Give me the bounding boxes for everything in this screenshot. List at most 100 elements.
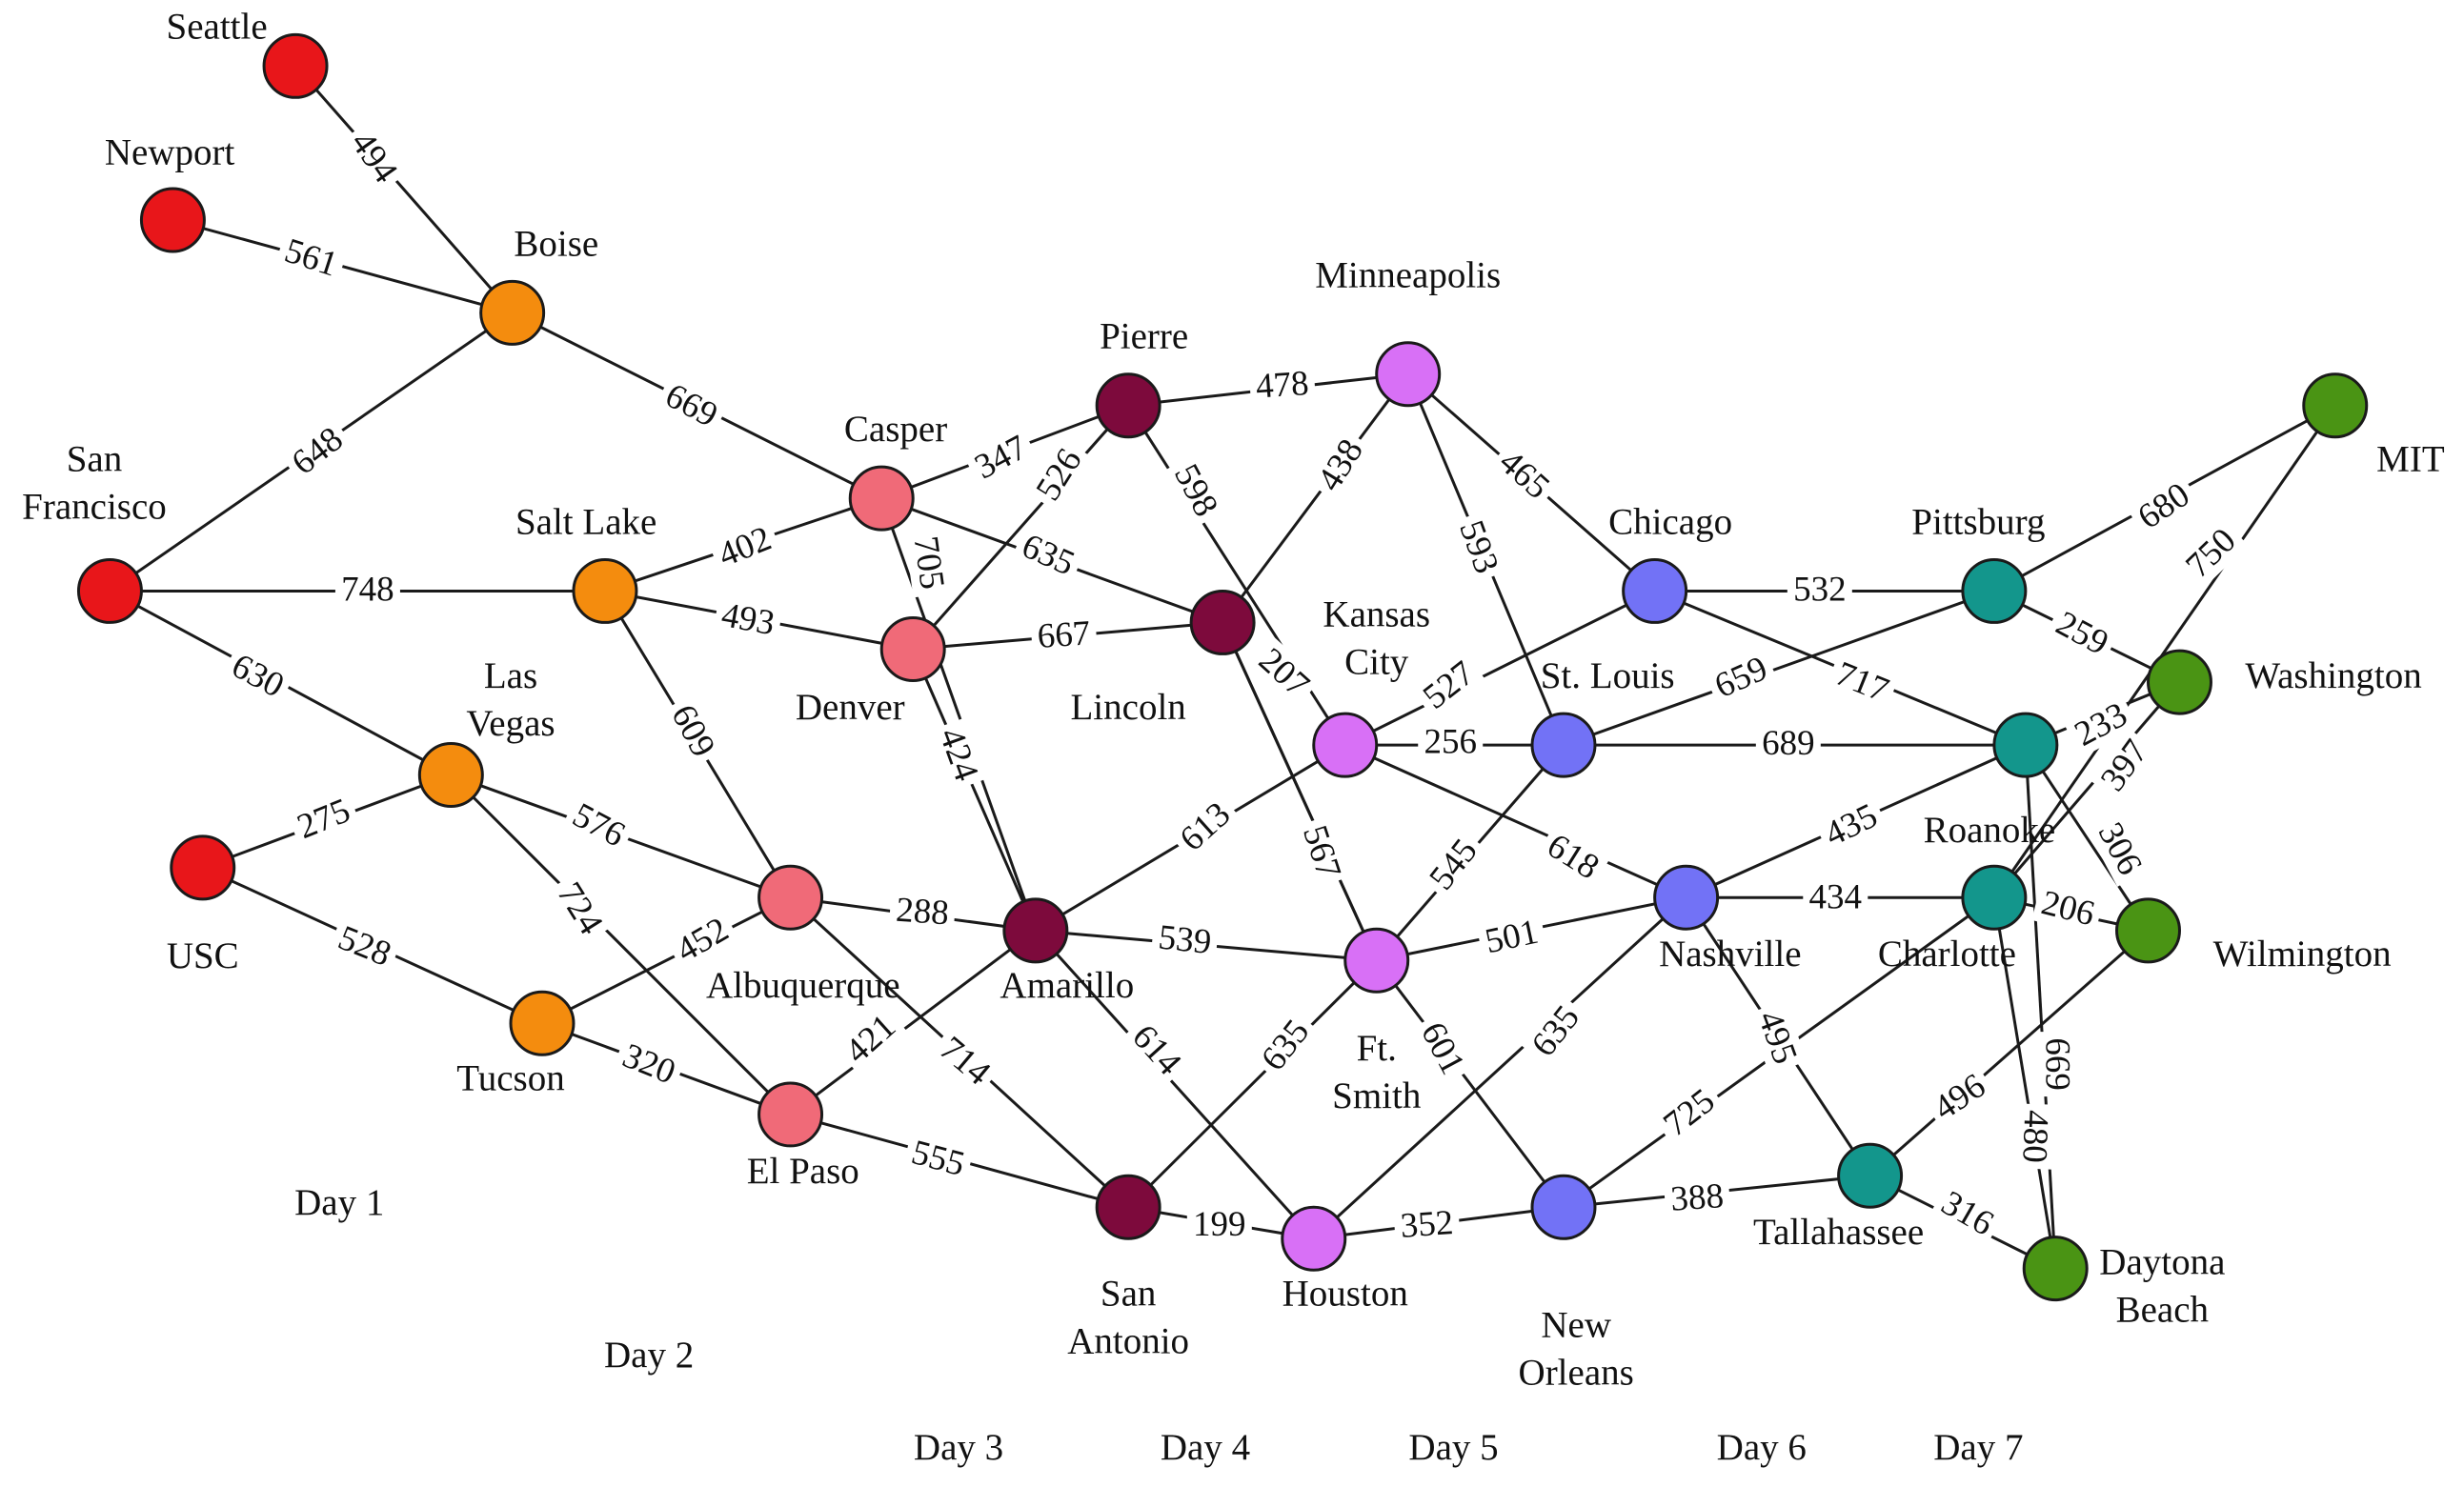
road-seattle-boise xyxy=(293,65,514,314)
city-label-stlouis: St. Louis xyxy=(1541,655,1675,696)
road-kansascity-nashville xyxy=(1344,743,1687,899)
road-label-background xyxy=(1030,613,1098,657)
city-labels-layer: Seattle Newport San Francisco USC Boise Salt L… xyxy=(22,7,2445,1394)
city-node-mit xyxy=(2302,372,2369,439)
road-distance-label: 352 xyxy=(1399,1203,1454,1246)
road-label-background xyxy=(659,693,726,770)
road-label-background xyxy=(545,870,615,947)
road-casper-amarillo xyxy=(879,497,1038,932)
day-label-1: Day 1 xyxy=(294,1182,384,1223)
city-node-seattle xyxy=(262,32,329,99)
road-denver-pierre xyxy=(912,404,1130,651)
road-label-background xyxy=(1824,651,1900,713)
road-label-background xyxy=(2031,881,2105,936)
city-node-tucson xyxy=(509,990,576,1056)
road-label-background xyxy=(1393,1202,1461,1247)
city-label-neworleans: New xyxy=(1541,1305,1611,1346)
road-charlotte-mit xyxy=(1992,404,2336,899)
road-stlouis-pittsburg xyxy=(1563,590,1995,747)
city-label-boise: Boise xyxy=(514,223,598,264)
road-label-background xyxy=(1755,723,1821,764)
city-label-albuquerque: Albuquerque xyxy=(706,965,900,1006)
city-label-charlotte: Charlotte xyxy=(1878,934,2016,975)
city-node-elpaso xyxy=(757,1081,824,1148)
city-label-neworleans: Orleans xyxy=(1519,1353,1634,1394)
city-label-lasvegas: Las xyxy=(484,655,537,696)
road-distance-label: 555 xyxy=(907,1133,968,1184)
city-label-sanantonio: Antonio xyxy=(1067,1321,1189,1362)
day-label-7: Day 7 xyxy=(1933,1427,2023,1468)
day-label-2: Day 2 xyxy=(604,1335,694,1376)
road-label-background xyxy=(1167,790,1243,864)
road-label-background xyxy=(901,1131,975,1187)
city-node-saltlake xyxy=(572,557,638,624)
city-label-kansascity: Kansas xyxy=(1323,594,1430,635)
road-label-background xyxy=(1150,916,1220,964)
road-label-background xyxy=(1520,993,1592,1070)
road-kansascity-chicago xyxy=(1344,590,1656,747)
road-label-background xyxy=(1248,362,1317,408)
city-node-albuquerque xyxy=(757,864,824,931)
city-node-usc xyxy=(170,834,236,901)
city-node-neworleans xyxy=(1530,1174,1597,1240)
road-label-background xyxy=(653,372,730,439)
road-label-background xyxy=(1409,1010,1476,1087)
road-label-background xyxy=(1410,649,1487,721)
road-tallahassee-wilmington xyxy=(1868,929,2150,1177)
city-label-mit: MIT xyxy=(2376,438,2445,479)
city-label-sanfrancisco: Francisco xyxy=(22,486,167,527)
road-charlotte-daytonabeach xyxy=(1992,896,2057,1269)
cities-layer xyxy=(76,32,2369,1302)
road-label-background xyxy=(286,788,362,850)
road-label-background xyxy=(1186,1204,1252,1245)
road-label-background xyxy=(2063,692,2139,758)
road-label-background xyxy=(1246,635,1322,710)
road-label-background xyxy=(2126,471,2202,541)
road-lincoln-ftsmith xyxy=(1221,621,1379,961)
road-charlotte-washington xyxy=(1992,681,2181,899)
city-node-pittsburg xyxy=(1961,557,2028,624)
road-distance-label: 478 xyxy=(1255,364,1310,407)
road-elpaso-amarillo xyxy=(789,929,1037,1116)
city-node-lincoln xyxy=(1189,589,1256,655)
city-label-usc: USC xyxy=(167,935,239,976)
city-label-tallahassee: Tallahassee xyxy=(1753,1212,1924,1253)
road-label-background xyxy=(2036,1032,2077,1097)
city-node-minneapolis xyxy=(1375,341,1442,408)
road-newport-boise xyxy=(172,218,514,314)
city-node-sanantonio xyxy=(1095,1174,1161,1240)
road-label-background xyxy=(1651,1076,1727,1149)
city-label-daytonabeach: Daytona xyxy=(2099,1242,2225,1283)
city-label-nashville: Nashville xyxy=(1659,934,1801,975)
day-label-3: Day 3 xyxy=(914,1427,1003,1468)
road-label-background xyxy=(1024,436,1094,513)
road-label-background xyxy=(279,415,355,488)
city-node-roanoke xyxy=(1992,712,2059,778)
day-label-4: Day 4 xyxy=(1161,1427,1250,1468)
road-sanantonio-ftsmith xyxy=(1127,959,1378,1209)
city-label-ftsmith: Ft. xyxy=(1357,1028,1397,1069)
road-distance-label: 206 xyxy=(2038,883,2099,934)
city-node-houston xyxy=(1281,1205,1347,1272)
road-label-background xyxy=(1448,510,1509,585)
road-distance-label: 388 xyxy=(1669,1176,1725,1219)
city-label-sanfrancisco: San xyxy=(67,438,123,479)
road-distance-label: 748 xyxy=(341,570,394,609)
roads-layer xyxy=(109,65,2336,1270)
road-distance-label: 501 xyxy=(1482,913,1542,962)
road-label-background xyxy=(560,792,637,858)
city-label-lasvegas: Vegas xyxy=(466,703,555,744)
road-label-background xyxy=(219,643,296,710)
city-label-wilmington: Wilmington xyxy=(2213,934,2392,975)
road-label-background xyxy=(2173,516,2249,591)
road-distance-label: 480 xyxy=(2014,1110,2055,1164)
city-label-lincoln: Lincoln xyxy=(1070,687,1185,728)
city-node-charlotte xyxy=(1961,864,2028,931)
city-node-wilmington xyxy=(2115,897,2181,964)
road-label-background xyxy=(1663,1176,1731,1220)
city-node-lasvegas xyxy=(417,742,484,808)
city-label-seattle: Seattle xyxy=(167,7,268,48)
road-distance-label: 434 xyxy=(1809,878,1863,917)
road-label-background xyxy=(1703,646,1779,710)
road-label-background xyxy=(2013,1103,2056,1170)
